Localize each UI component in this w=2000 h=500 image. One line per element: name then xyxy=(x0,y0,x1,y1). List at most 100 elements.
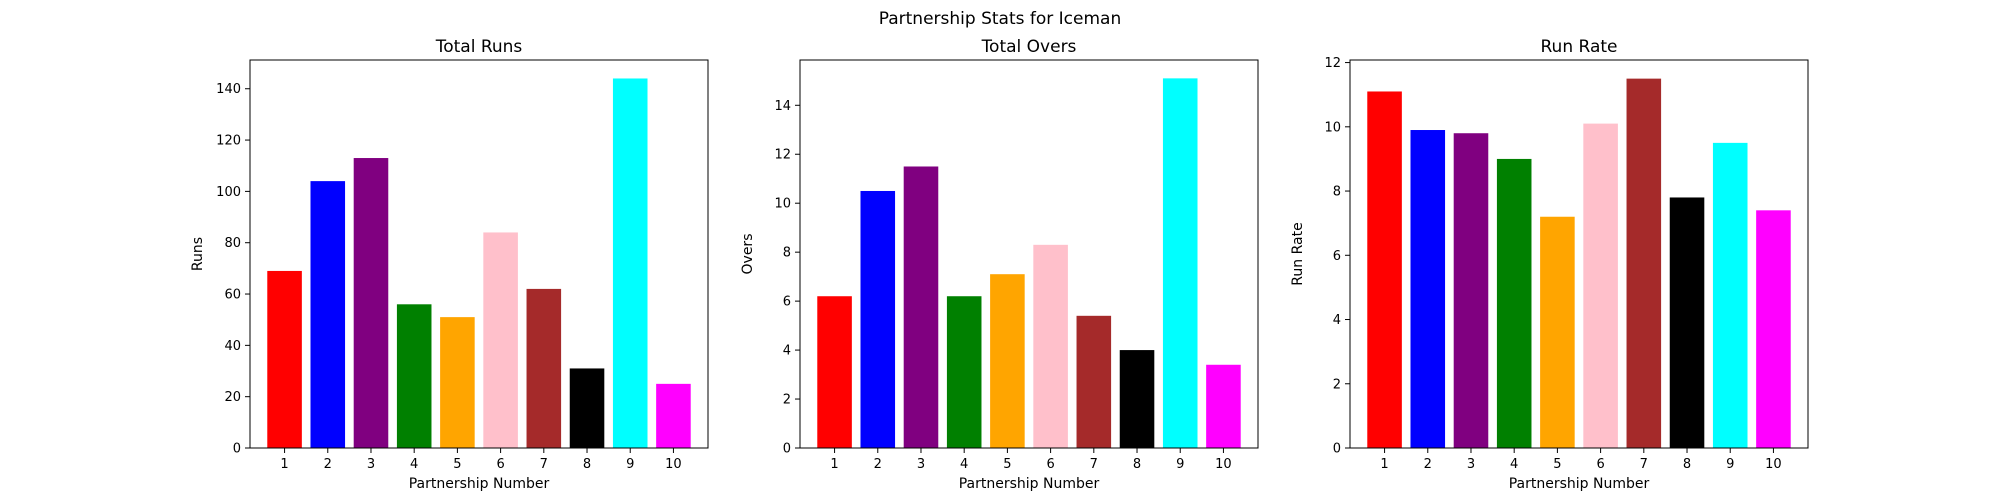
x-tick-label: 5 xyxy=(1003,457,1011,472)
bar-3 xyxy=(1453,133,1489,449)
x-tick-label: 7 xyxy=(540,457,548,472)
x-tick-label: 1 xyxy=(830,457,838,472)
x-tick-label: 8 xyxy=(583,457,591,472)
bar-5 xyxy=(990,274,1025,448)
bar-4 xyxy=(396,304,432,448)
y-tick-label: 80 xyxy=(224,236,241,251)
axes-frame xyxy=(799,59,1259,449)
x-axis-label: Partnership Number xyxy=(409,476,550,492)
bar-2 xyxy=(860,190,896,448)
y-tick-label: 10 xyxy=(774,197,791,212)
bar-5 xyxy=(440,317,475,448)
y-tick-label: 100 xyxy=(216,185,241,200)
x-tick-label: 4 xyxy=(960,457,968,472)
x-tick-label: 6 xyxy=(1596,457,1604,472)
axes-frame xyxy=(1349,59,1809,449)
y-tick-label: 2 xyxy=(1333,377,1341,392)
y-tick-label: 140 xyxy=(216,82,241,97)
bar-7 xyxy=(1076,315,1112,448)
x-tick-label: 6 xyxy=(496,457,504,472)
y-tick-label: 14 xyxy=(774,99,791,114)
x-tick-label: 1 xyxy=(1380,457,1388,472)
figure-suptitle: Partnership Stats for Iceman xyxy=(879,9,1121,29)
y-axis-label: Overs xyxy=(740,234,756,275)
y-tick-label: 6 xyxy=(1333,249,1341,264)
bar-6 xyxy=(1583,123,1618,448)
bar-6 xyxy=(1033,244,1068,448)
bar-9 xyxy=(1162,78,1198,449)
bar-9 xyxy=(612,78,648,448)
bar-10 xyxy=(1206,364,1241,448)
y-tick-label: 0 xyxy=(783,442,791,457)
x-tick-label: 4 xyxy=(1510,457,1518,472)
y-tick-label: 0 xyxy=(1333,442,1341,457)
y-tick-label: 6 xyxy=(783,295,791,310)
x-tick-label: 7 xyxy=(1090,457,1098,472)
bar-1 xyxy=(267,270,302,448)
y-axis-label: Runs xyxy=(190,237,206,271)
bar-3 xyxy=(353,158,389,448)
axes-frame xyxy=(249,59,709,449)
bar-4 xyxy=(946,296,982,448)
x-tick-label: 5 xyxy=(1553,457,1561,472)
chart-title: Total Runs xyxy=(435,37,523,57)
x-tick-label: 4 xyxy=(410,457,418,472)
x-tick-label: 2 xyxy=(1424,457,1432,472)
x-tick-label: 3 xyxy=(917,457,925,472)
x-tick-label: 8 xyxy=(1683,457,1691,472)
x-tick-label: 1 xyxy=(280,457,288,472)
x-axis-label: Partnership Number xyxy=(1509,476,1650,492)
y-tick-label: 2 xyxy=(783,393,791,408)
y-tick-label: 8 xyxy=(783,246,791,261)
x-tick-label: 2 xyxy=(874,457,882,472)
y-tick-label: 20 xyxy=(224,390,241,405)
y-tick-label: 60 xyxy=(224,288,241,303)
x-tick-label: 10 xyxy=(665,457,682,472)
y-axis-label: Run Rate xyxy=(1290,222,1306,285)
bar-7 xyxy=(1626,78,1662,448)
bar-8 xyxy=(1119,350,1155,448)
x-axis-label: Partnership Number xyxy=(959,476,1100,492)
bar-10 xyxy=(656,383,691,448)
bar-4 xyxy=(1496,158,1532,448)
bar-1 xyxy=(1367,91,1402,448)
bar-9 xyxy=(1712,142,1748,448)
y-tick-label: 12 xyxy=(774,148,791,163)
x-tick-label: 8 xyxy=(1133,457,1141,472)
x-tick-label: 2 xyxy=(324,457,332,472)
x-tick-label: 10 xyxy=(1215,457,1232,472)
y-tick-label: 8 xyxy=(1333,185,1341,200)
y-tick-label: 4 xyxy=(783,344,791,359)
y-tick-label: 40 xyxy=(224,339,241,354)
x-tick-label: 9 xyxy=(626,457,634,472)
x-tick-label: 3 xyxy=(1467,457,1475,472)
x-tick-label: 9 xyxy=(1726,457,1734,472)
chart-title: Run Rate xyxy=(1541,37,1618,57)
bar-2 xyxy=(1410,130,1446,448)
x-tick-label: 6 xyxy=(1046,457,1054,472)
bar-10 xyxy=(1756,210,1791,448)
chart-title: Total Overs xyxy=(981,37,1077,57)
x-tick-label: 9 xyxy=(1176,457,1184,472)
y-tick-label: 10 xyxy=(1324,120,1341,135)
bar-8 xyxy=(569,368,605,448)
x-tick-label: 5 xyxy=(453,457,461,472)
y-tick-label: 0 xyxy=(233,442,241,457)
bar-6 xyxy=(483,232,518,448)
y-tick-label: 4 xyxy=(1333,313,1341,328)
x-tick-label: 7 xyxy=(1640,457,1648,472)
bar-8 xyxy=(1669,197,1705,448)
x-tick-label: 3 xyxy=(367,457,375,472)
bar-5 xyxy=(1540,216,1575,448)
bar-2 xyxy=(310,181,346,448)
y-tick-label: 12 xyxy=(1324,56,1341,71)
bar-3 xyxy=(903,166,939,449)
bar-1 xyxy=(817,296,852,448)
y-tick-label: 120 xyxy=(216,134,241,149)
bar-7 xyxy=(526,288,562,448)
